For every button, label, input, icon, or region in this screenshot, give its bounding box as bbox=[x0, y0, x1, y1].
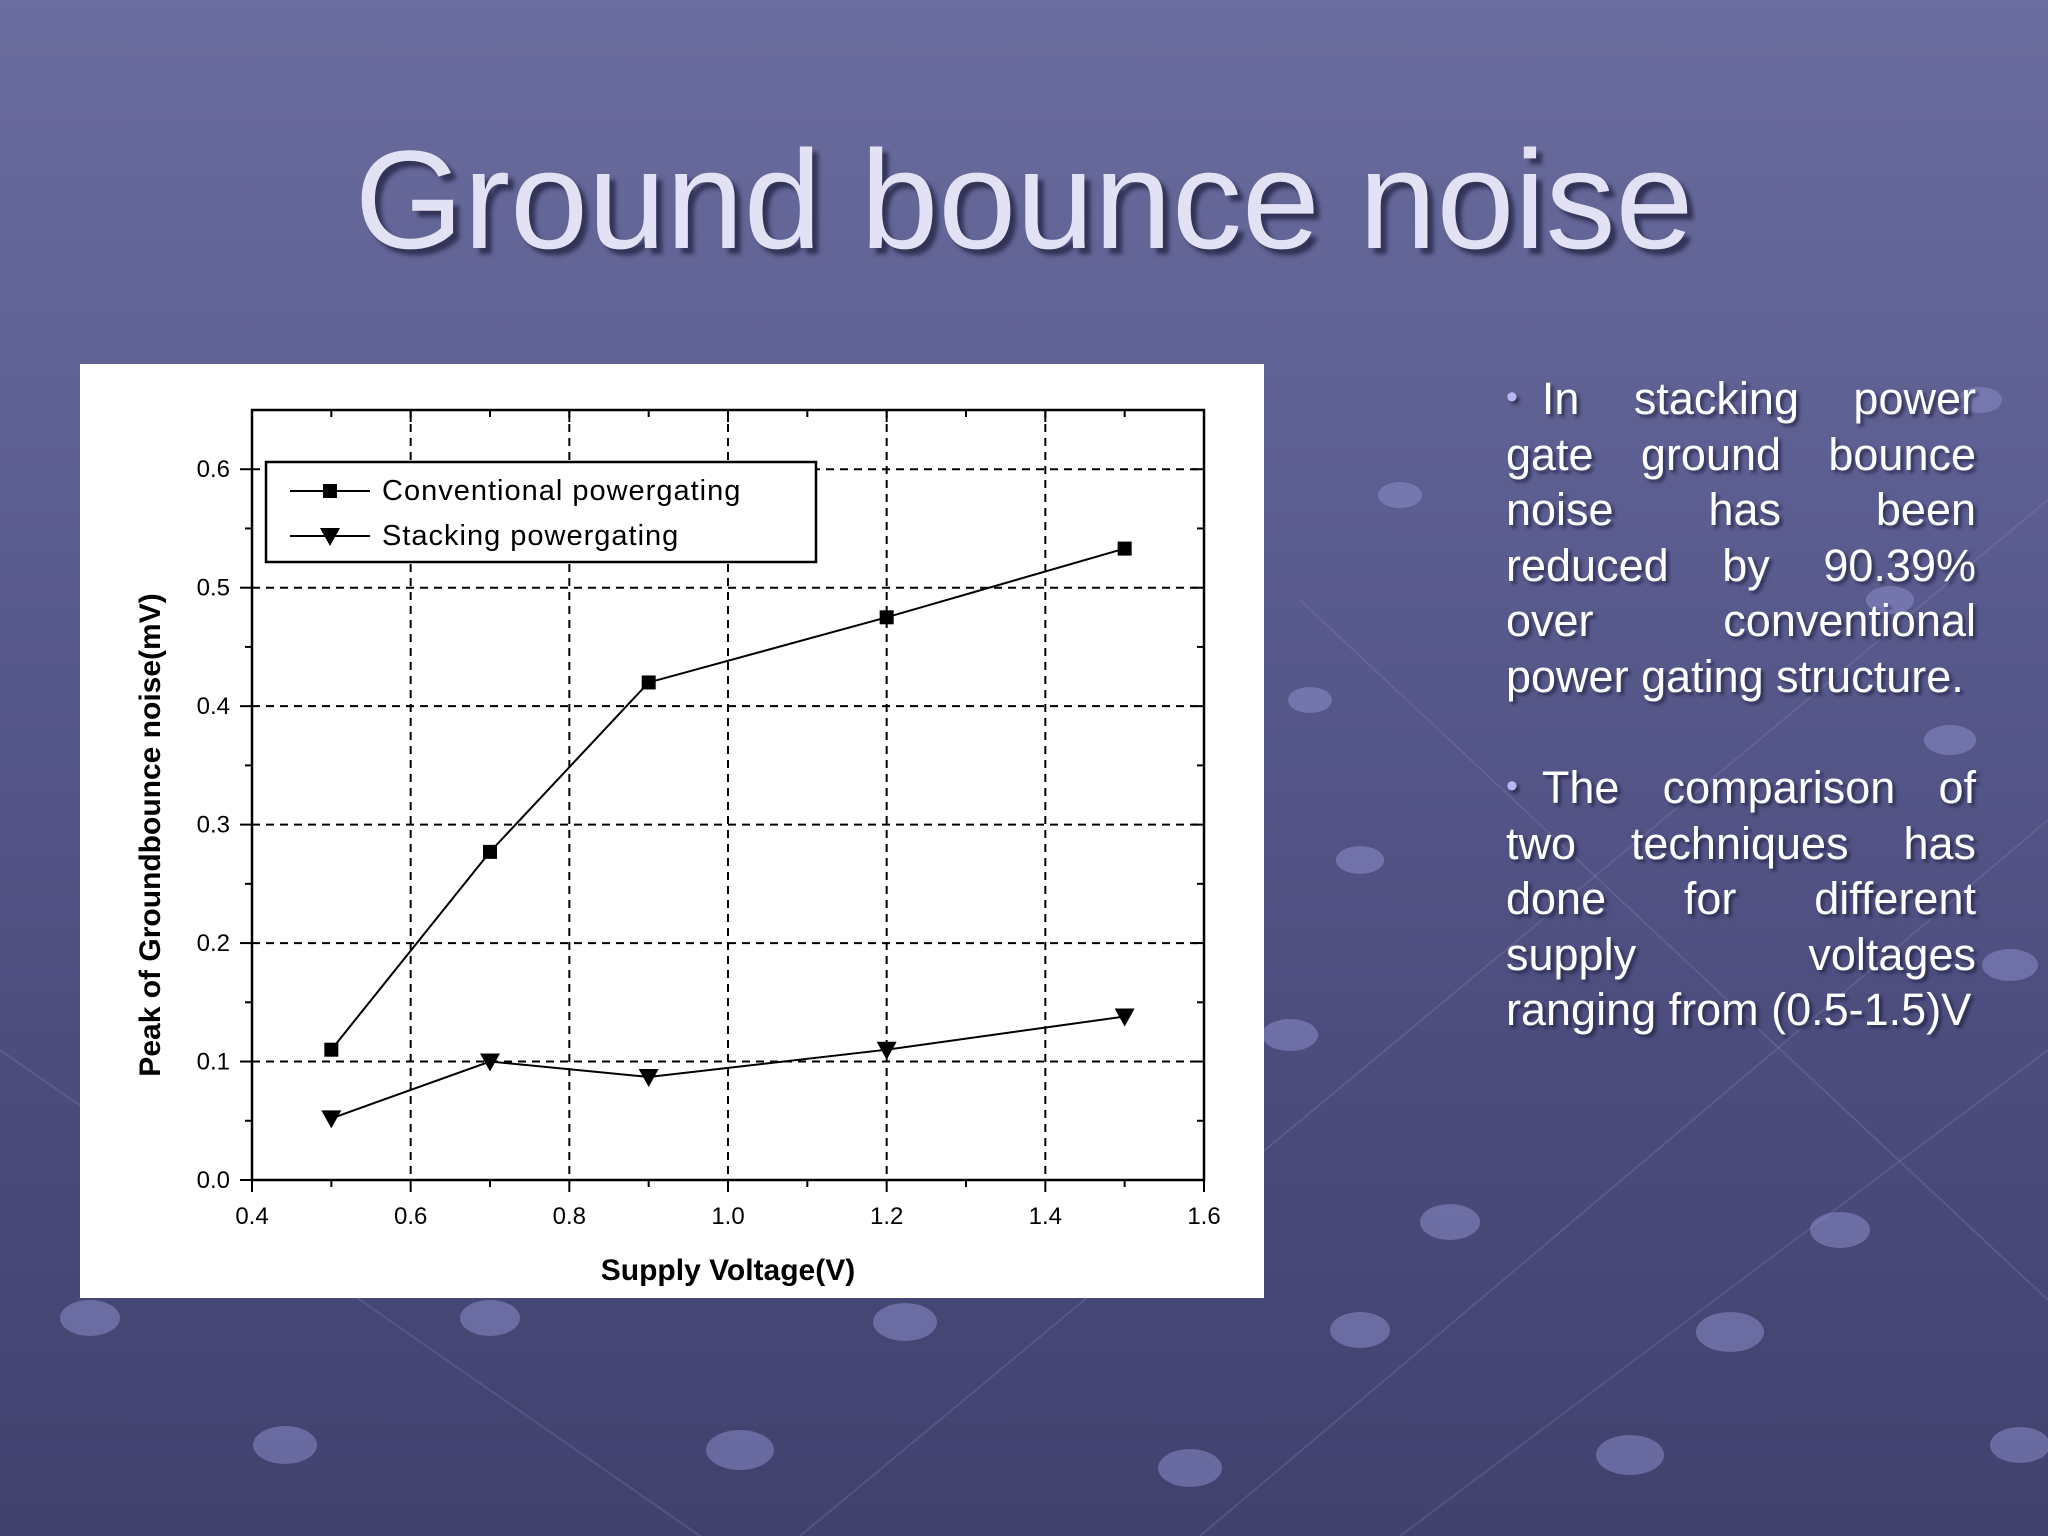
legend-label: Stacking powergating bbox=[382, 520, 679, 552]
y-tick-label: 0.0 bbox=[197, 1167, 230, 1194]
x-tick-label: 0.8 bbox=[553, 1203, 586, 1230]
legend-marker bbox=[323, 484, 337, 498]
data-point bbox=[641, 675, 656, 690]
y-tick-label: 0.5 bbox=[197, 575, 230, 602]
bullet-item: • The comparison of two techniques has do… bbox=[1506, 759, 1976, 1038]
data-point bbox=[324, 1042, 339, 1057]
data-point bbox=[638, 1068, 659, 1087]
series-conventional bbox=[324, 541, 1132, 1057]
y-tick-label: 0.3 bbox=[197, 812, 230, 839]
data-point bbox=[483, 844, 497, 859]
data-point bbox=[1114, 1008, 1135, 1027]
x-tick-label: 1.2 bbox=[870, 1203, 903, 1230]
x-tick-label: 0.6 bbox=[394, 1203, 427, 1230]
legend-label: Conventional powergating bbox=[382, 475, 741, 507]
bullet-marker-icon: • bbox=[1506, 378, 1518, 416]
x-tick-label: 1.6 bbox=[1187, 1203, 1220, 1230]
legend: Conventional powergating Stacking powerga… bbox=[264, 460, 818, 564]
data-point bbox=[1117, 541, 1132, 556]
groundbounce-chart: 0.4 0.6 0.8 1.0 1.2 1.4 1.6 0.0 0.1 0.2 0.3 0.4 0.5 0… bbox=[134, 408, 1221, 1287]
x-tick-label: 1.0 bbox=[711, 1203, 744, 1230]
bullet-text: The comparison of two techniques has don… bbox=[1506, 762, 1976, 1035]
bullet-list: • In stacking power gate ground bounce no… bbox=[1506, 370, 1976, 1093]
bullet-marker-icon: • bbox=[1506, 767, 1518, 805]
legend-box bbox=[264, 460, 818, 564]
data-point bbox=[480, 1053, 500, 1072]
series-stacking bbox=[321, 1008, 1135, 1129]
chart-panel: 0.4 0.6 0.8 1.0 1.2 1.4 1.6 0.0 0.1 0.2 0.3 0.4 0.5 0… bbox=[80, 364, 1264, 1298]
bullet-text: In stacking power gate ground bounce noi… bbox=[1506, 373, 1976, 702]
y-tick-label: 0.1 bbox=[197, 1049, 230, 1076]
x-tick-label: 0.4 bbox=[235, 1203, 268, 1230]
slide-title: Ground bounce noise bbox=[354, 121, 1694, 278]
data-point bbox=[876, 1041, 897, 1060]
data-point bbox=[879, 610, 894, 625]
x-axis-label: Supply Voltage(V) bbox=[601, 1254, 855, 1287]
bullet-item: • In stacking power gate ground bounce no… bbox=[1506, 370, 1976, 704]
x-tick-label: 1.4 bbox=[1029, 1203, 1062, 1230]
y-axis-label: Peak of Groundbounce noise(mV) bbox=[134, 593, 167, 1076]
legend-marker bbox=[320, 528, 340, 546]
y-tick-label: 0.4 bbox=[197, 693, 230, 720]
y-tick-label: 0.2 bbox=[197, 930, 230, 957]
data-point bbox=[321, 1110, 342, 1129]
y-tick-label: 0.6 bbox=[197, 456, 230, 483]
